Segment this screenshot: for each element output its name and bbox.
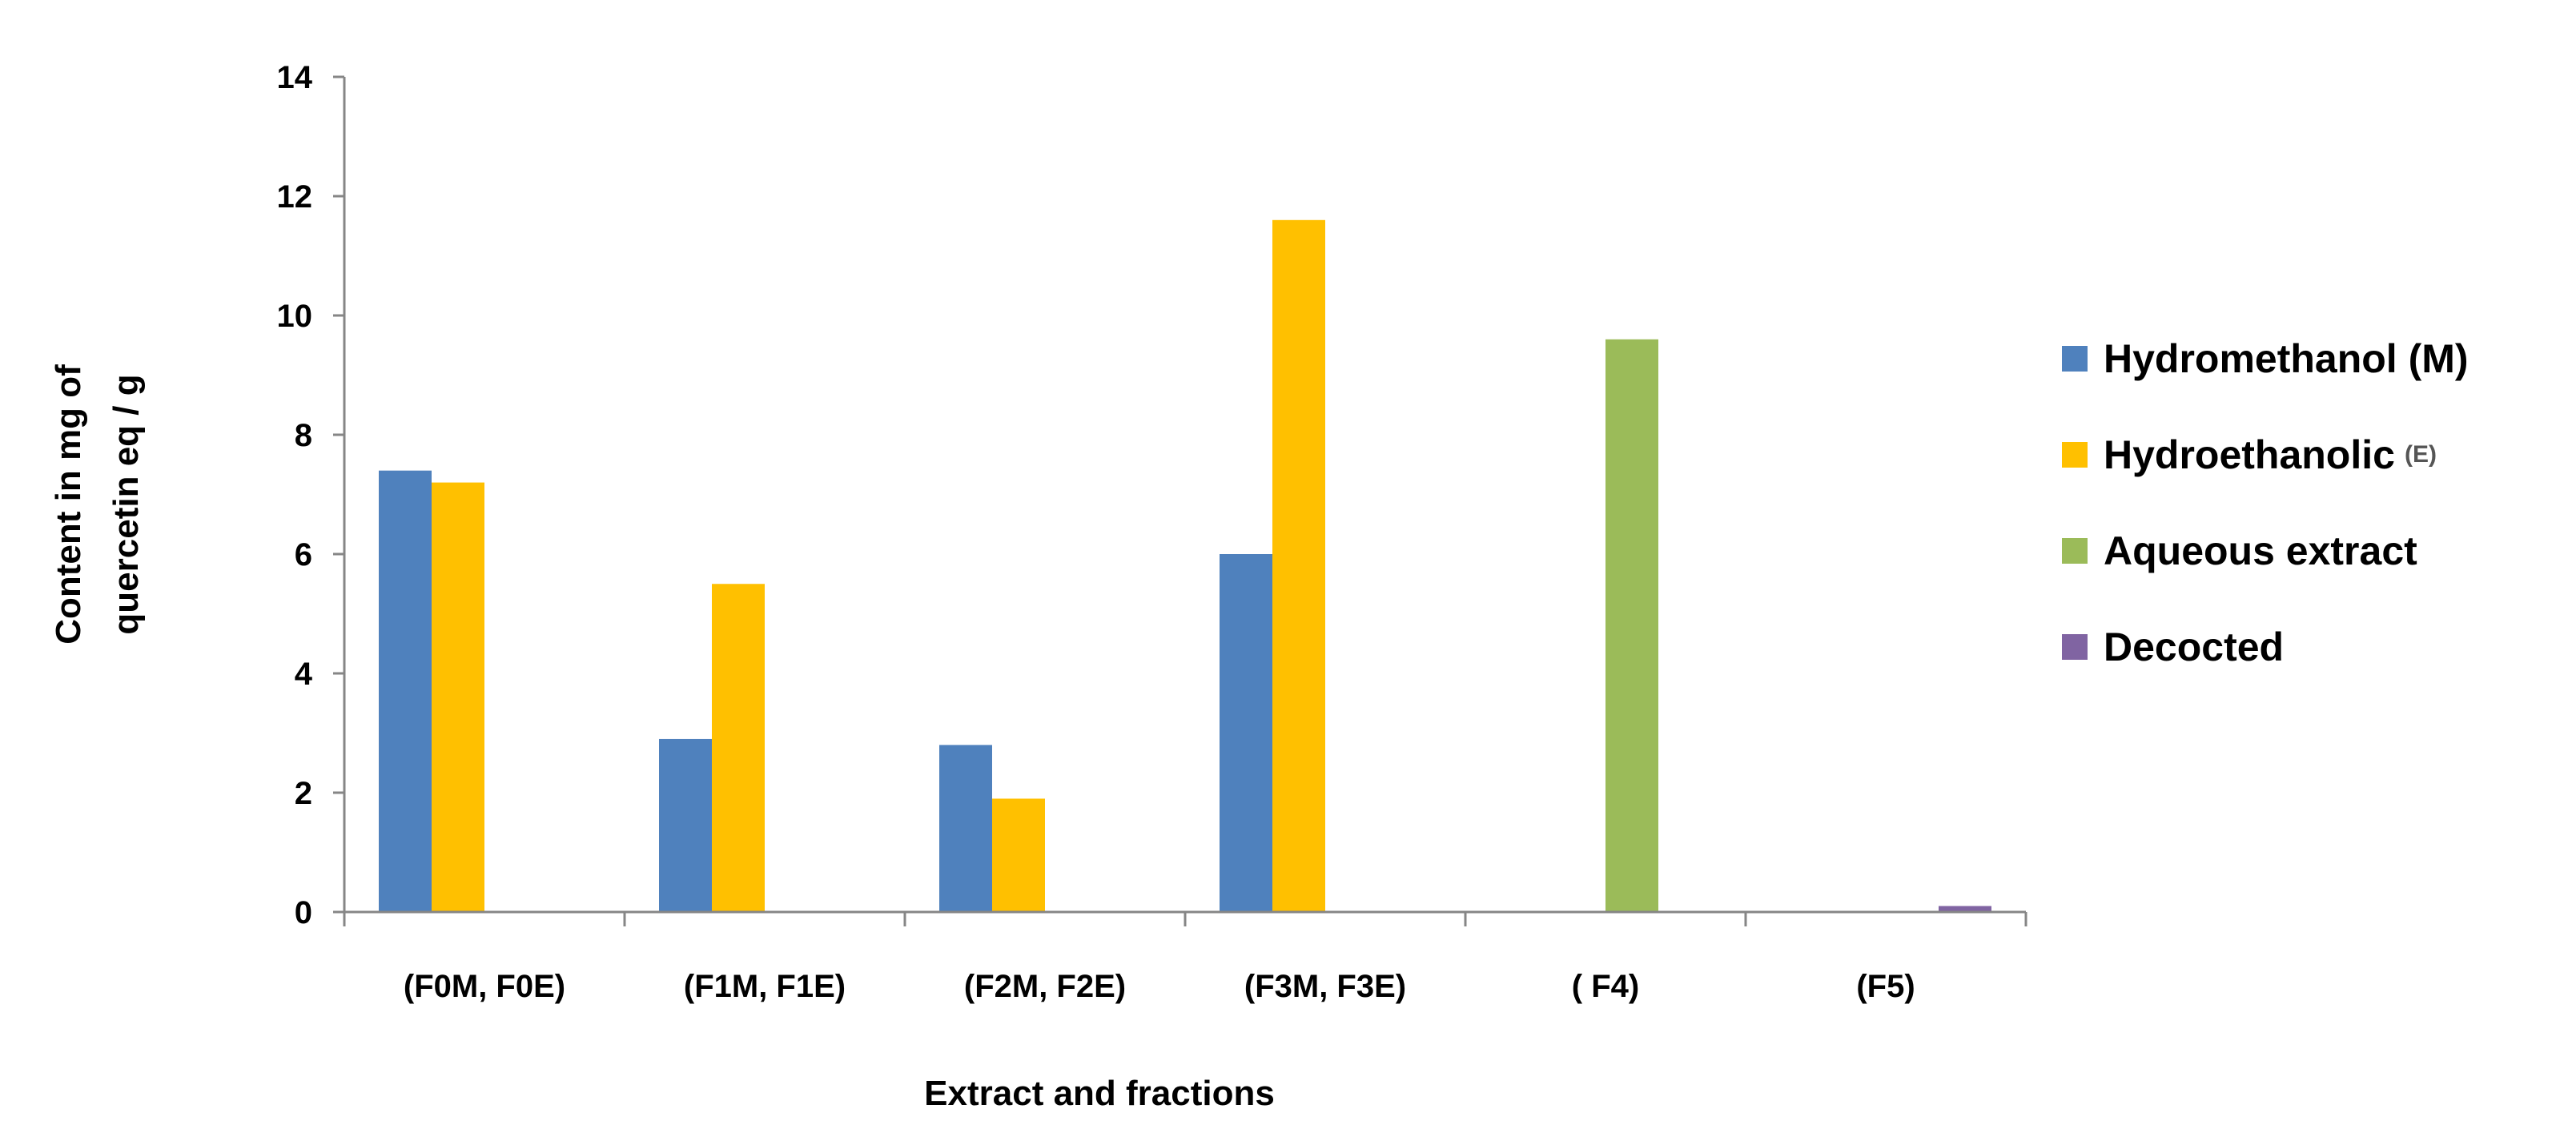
bar: [432, 482, 484, 912]
y-tick-label: 12: [277, 179, 313, 215]
legend-label: Hydroethanolic (E): [2104, 432, 2437, 477]
x-tick-label: (F0M, F0E): [404, 969, 565, 1004]
bar: [992, 798, 1045, 912]
legend-label-suffix: (E): [2405, 441, 2437, 468]
bar: [1272, 219, 1325, 912]
legend-swatch: [2062, 634, 2088, 660]
y-axis-title-line-1: Content in mg of: [49, 364, 88, 645]
y-axis-title: Content in mg of quercetin eq / g: [49, 364, 146, 645]
legend: Hydromethanol (M) Hydroethanolic (E) Aqueou…: [2062, 336, 2469, 669]
x-tick-label: ( F4): [1572, 969, 1639, 1004]
legend-label: Hydromethanol (M): [2104, 336, 2469, 381]
plot-area: [379, 219, 1991, 912]
x-axis: (F0M, F0E) (F1M, F1E) (F2M, F2E) (F3M, F3E)…: [343, 910, 2027, 1004]
legend-swatch: [2062, 538, 2088, 564]
legend-swatch: [2062, 346, 2088, 372]
y-tick-label: 0: [295, 895, 312, 930]
x-tick-label: (F2M, F2E): [964, 969, 1126, 1004]
y-tick-label: 14: [277, 60, 313, 95]
bar: [1605, 339, 1658, 912]
y-tick-label: 10: [277, 299, 313, 334]
bar: [939, 745, 992, 912]
bar: [379, 470, 432, 912]
y-tick-label: 2: [295, 776, 312, 811]
x-tick-label: (F3M, F3E): [1244, 969, 1406, 1004]
legend-label: Decocted: [2104, 625, 2284, 669]
x-tick-label: (F5): [1856, 969, 1915, 1004]
legend-swatch: [2062, 442, 2088, 468]
bar: [1939, 906, 1991, 912]
bar: [1220, 554, 1272, 912]
y-axis: 0 2 4 6 8 10 12 14: [277, 60, 346, 930]
bar: [712, 584, 765, 912]
y-tick-label: 8: [295, 418, 312, 453]
x-axis-title: Extract and fractions: [924, 1074, 1275, 1113]
x-tick-label: (F1M, F1E): [684, 969, 846, 1004]
bar: [659, 738, 712, 912]
y-tick-label: 4: [295, 657, 313, 692]
y-axis-title-line-2: quercetin eq / g: [106, 374, 146, 634]
y-tick-label: 6: [295, 537, 312, 572]
legend-label: Aqueous extract: [2104, 528, 2417, 573]
